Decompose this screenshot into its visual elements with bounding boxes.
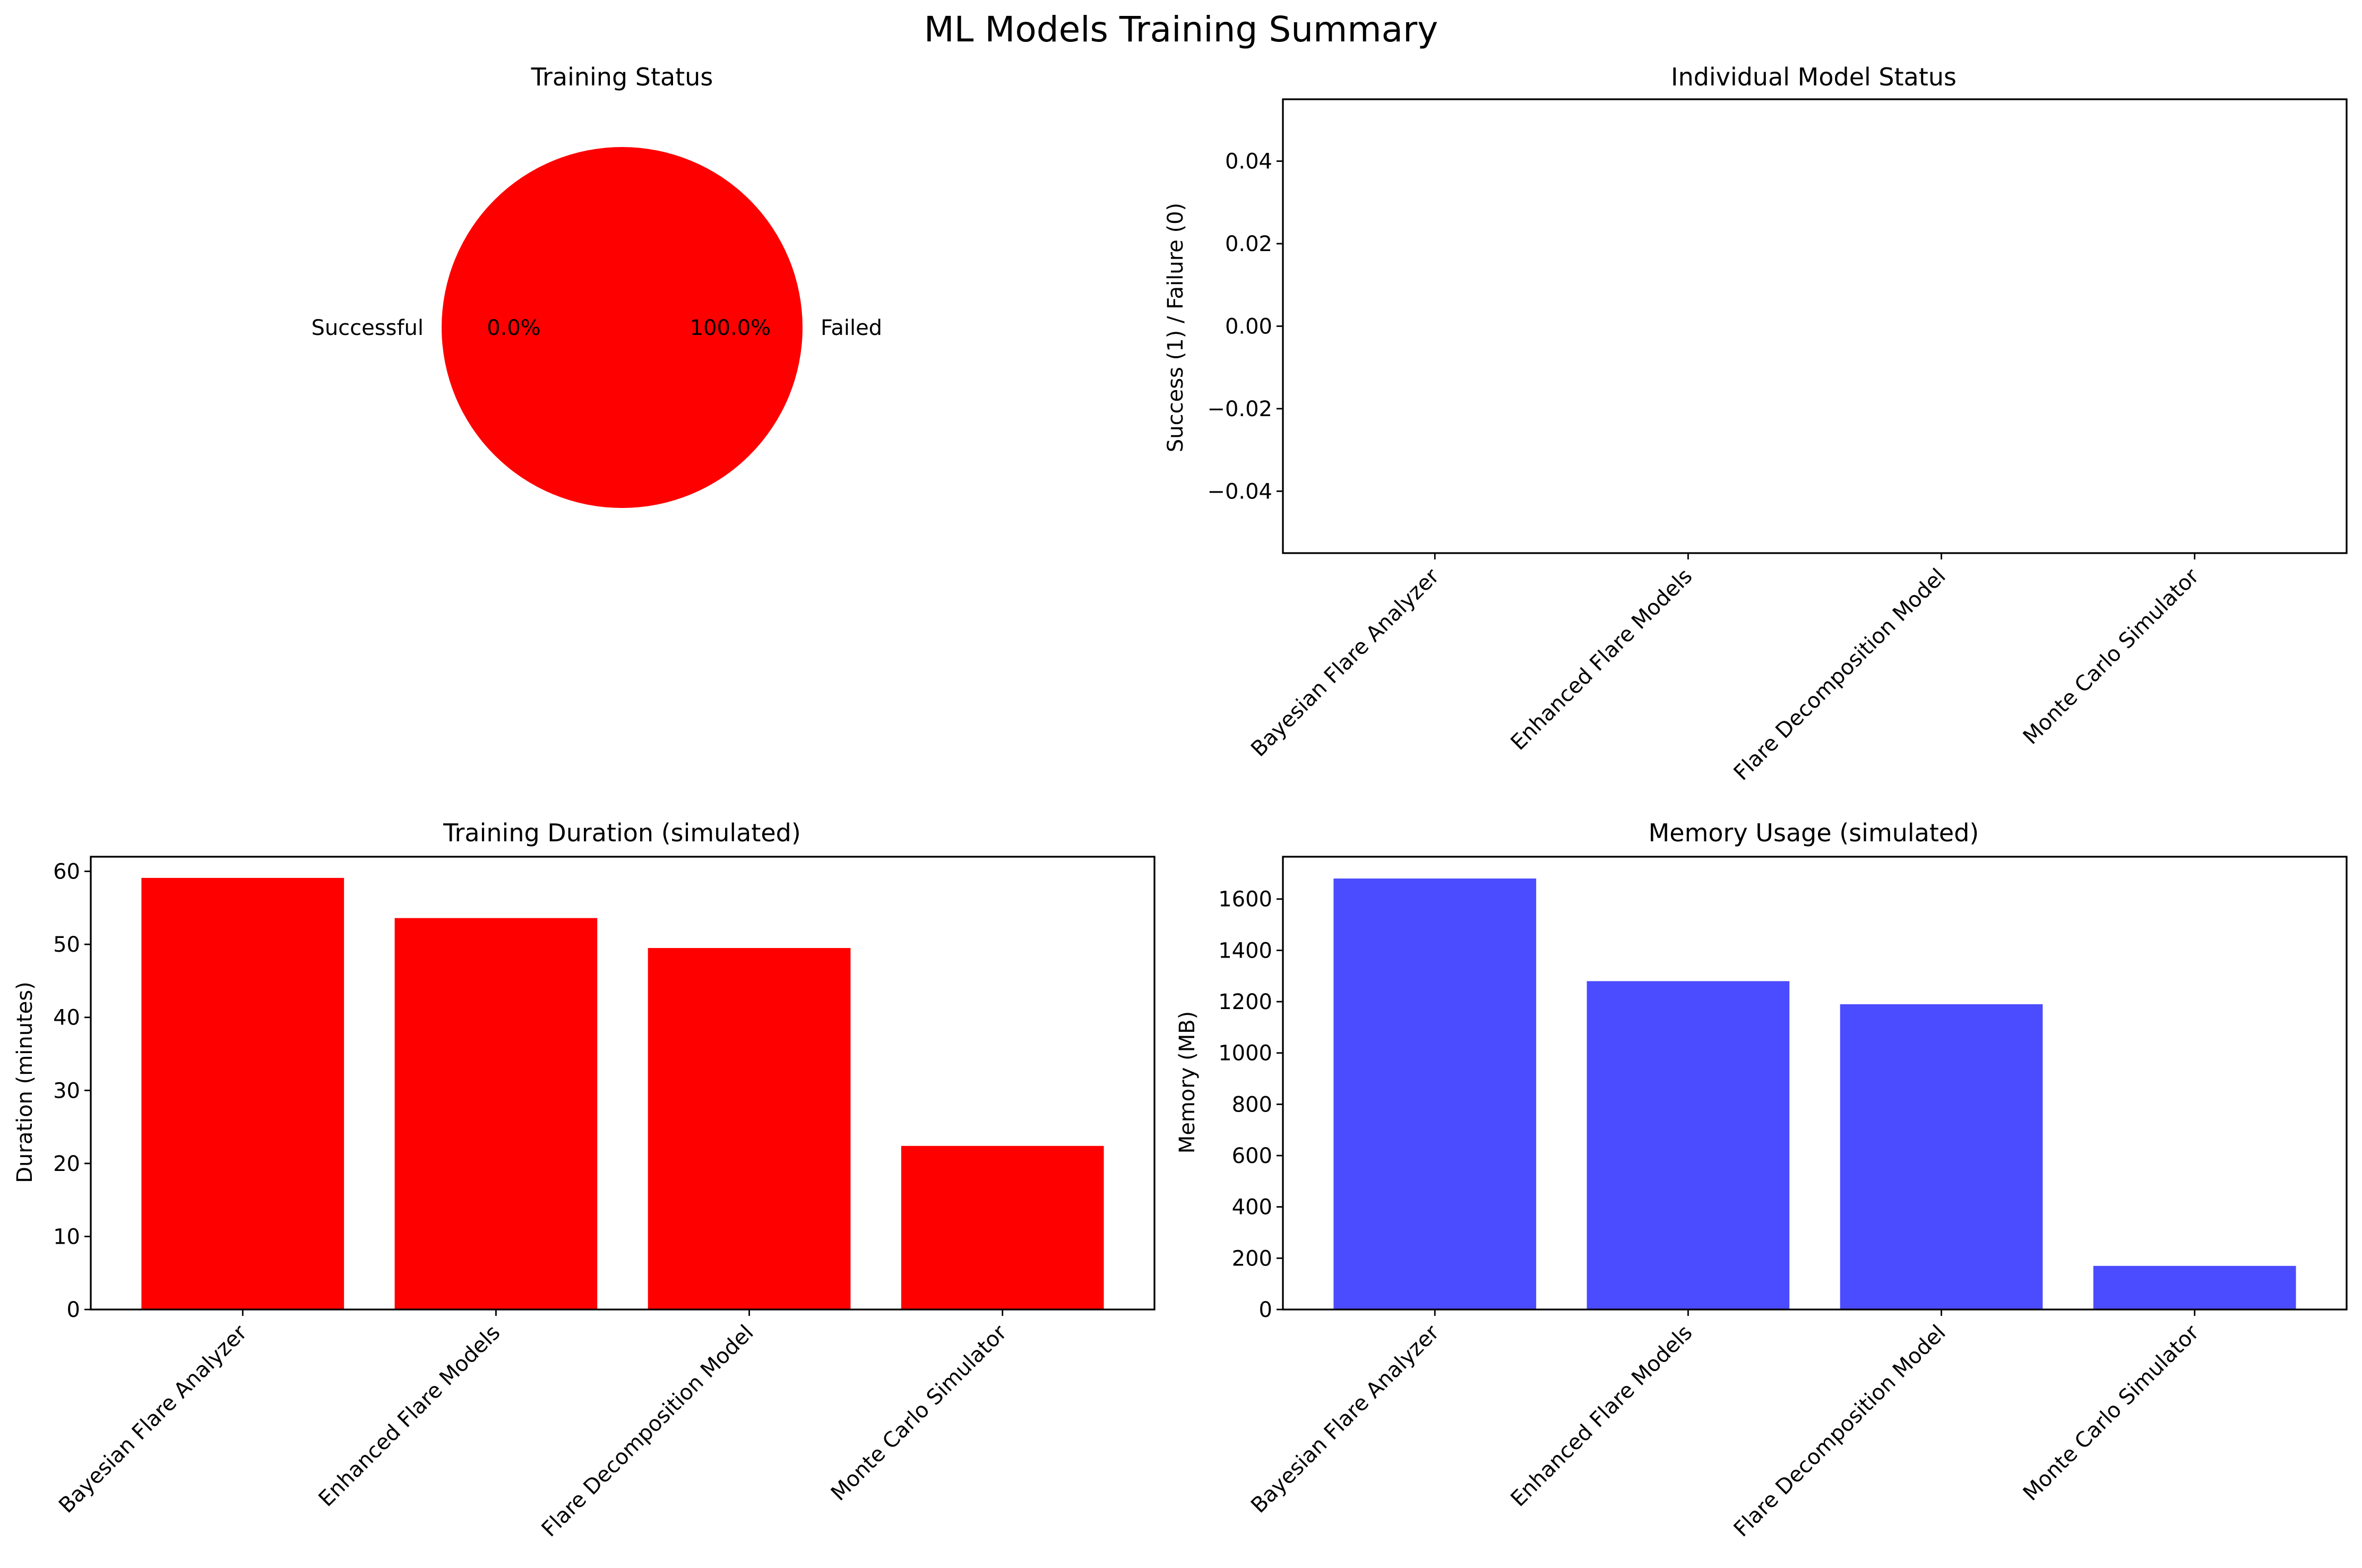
pie-slices (442, 147, 803, 508)
bar-flare-decomposition-model (1840, 1004, 2043, 1309)
memory-chart-ylabel: Memory (MB) (1175, 1011, 1200, 1154)
y-tick-label: 600 (1232, 1144, 1272, 1168)
y-tick-label: 0.04 (1225, 150, 1272, 174)
memory-chart-title: Memory Usage (simulated) (1649, 819, 1979, 847)
pie-chart-title: Training Status (531, 63, 713, 91)
y-tick-label: −0.02 (1207, 397, 1272, 421)
bar-bayesian-flare-analyzer (1333, 878, 1537, 1309)
bar-flare-decomposition-model (648, 947, 851, 1309)
training-status-pie-chart: Training Status Failed 100.0% Successful 0.… (311, 63, 882, 508)
bar-enhanced-flare-models (1587, 981, 1790, 1309)
bar-monte-carlo-simulator (901, 1145, 1104, 1309)
status-chart-ylabel: Success (1) / Failure (0) (1163, 203, 1188, 452)
y-tick-label: 200 (1232, 1246, 1272, 1271)
y-tick-label: 1600 (1218, 888, 1272, 912)
pie-label-successful: Successful (311, 316, 424, 340)
y-tick-label: 60 (53, 860, 80, 884)
bar-monte-carlo-simulator (2093, 1265, 2296, 1309)
pie-percent-successful: 0.0% (487, 316, 541, 340)
duration-chart-title: Training Duration (simulated) (443, 819, 801, 847)
y-tick-label: −0.04 (1207, 479, 1272, 504)
axes-frame (1282, 856, 2348, 1311)
y-tick-label: 40 (53, 1006, 80, 1030)
y-tick-label: 0 (1259, 1298, 1272, 1322)
y-tick-label: 50 (53, 933, 80, 957)
pie-label-failed: Failed (821, 316, 882, 340)
y-tick-label: 20 (53, 1152, 80, 1176)
y-tick-label: 0.00 (1225, 315, 1272, 339)
pie-slice-failed (442, 147, 803, 508)
y-tick-label: 1200 (1218, 990, 1272, 1014)
figure-title: ML Models Training Summary (924, 9, 1438, 50)
bar-bayesian-flare-analyzer (141, 877, 344, 1309)
y-tick-label: 0.02 (1225, 232, 1272, 256)
y-tick-label: 0 (67, 1298, 80, 1322)
status-chart-title: Individual Model Status (1671, 63, 1956, 91)
y-tick-label: 400 (1232, 1195, 1272, 1220)
pie-percent-failed: 100.0% (690, 316, 771, 340)
y-tick-label: 30 (53, 1079, 80, 1103)
duration-chart-ylabel: Duration (minutes) (13, 981, 37, 1183)
y-tick-label: 10 (53, 1225, 80, 1249)
y-tick-label: 800 (1232, 1092, 1272, 1117)
pie-labels: Failed 100.0% Successful 0.0% (311, 316, 882, 340)
y-tick-label: 1000 (1218, 1041, 1272, 1066)
y-tick-label: 1400 (1218, 938, 1272, 963)
bar-enhanced-flare-models (394, 918, 598, 1309)
axes-frame (90, 856, 1156, 1311)
